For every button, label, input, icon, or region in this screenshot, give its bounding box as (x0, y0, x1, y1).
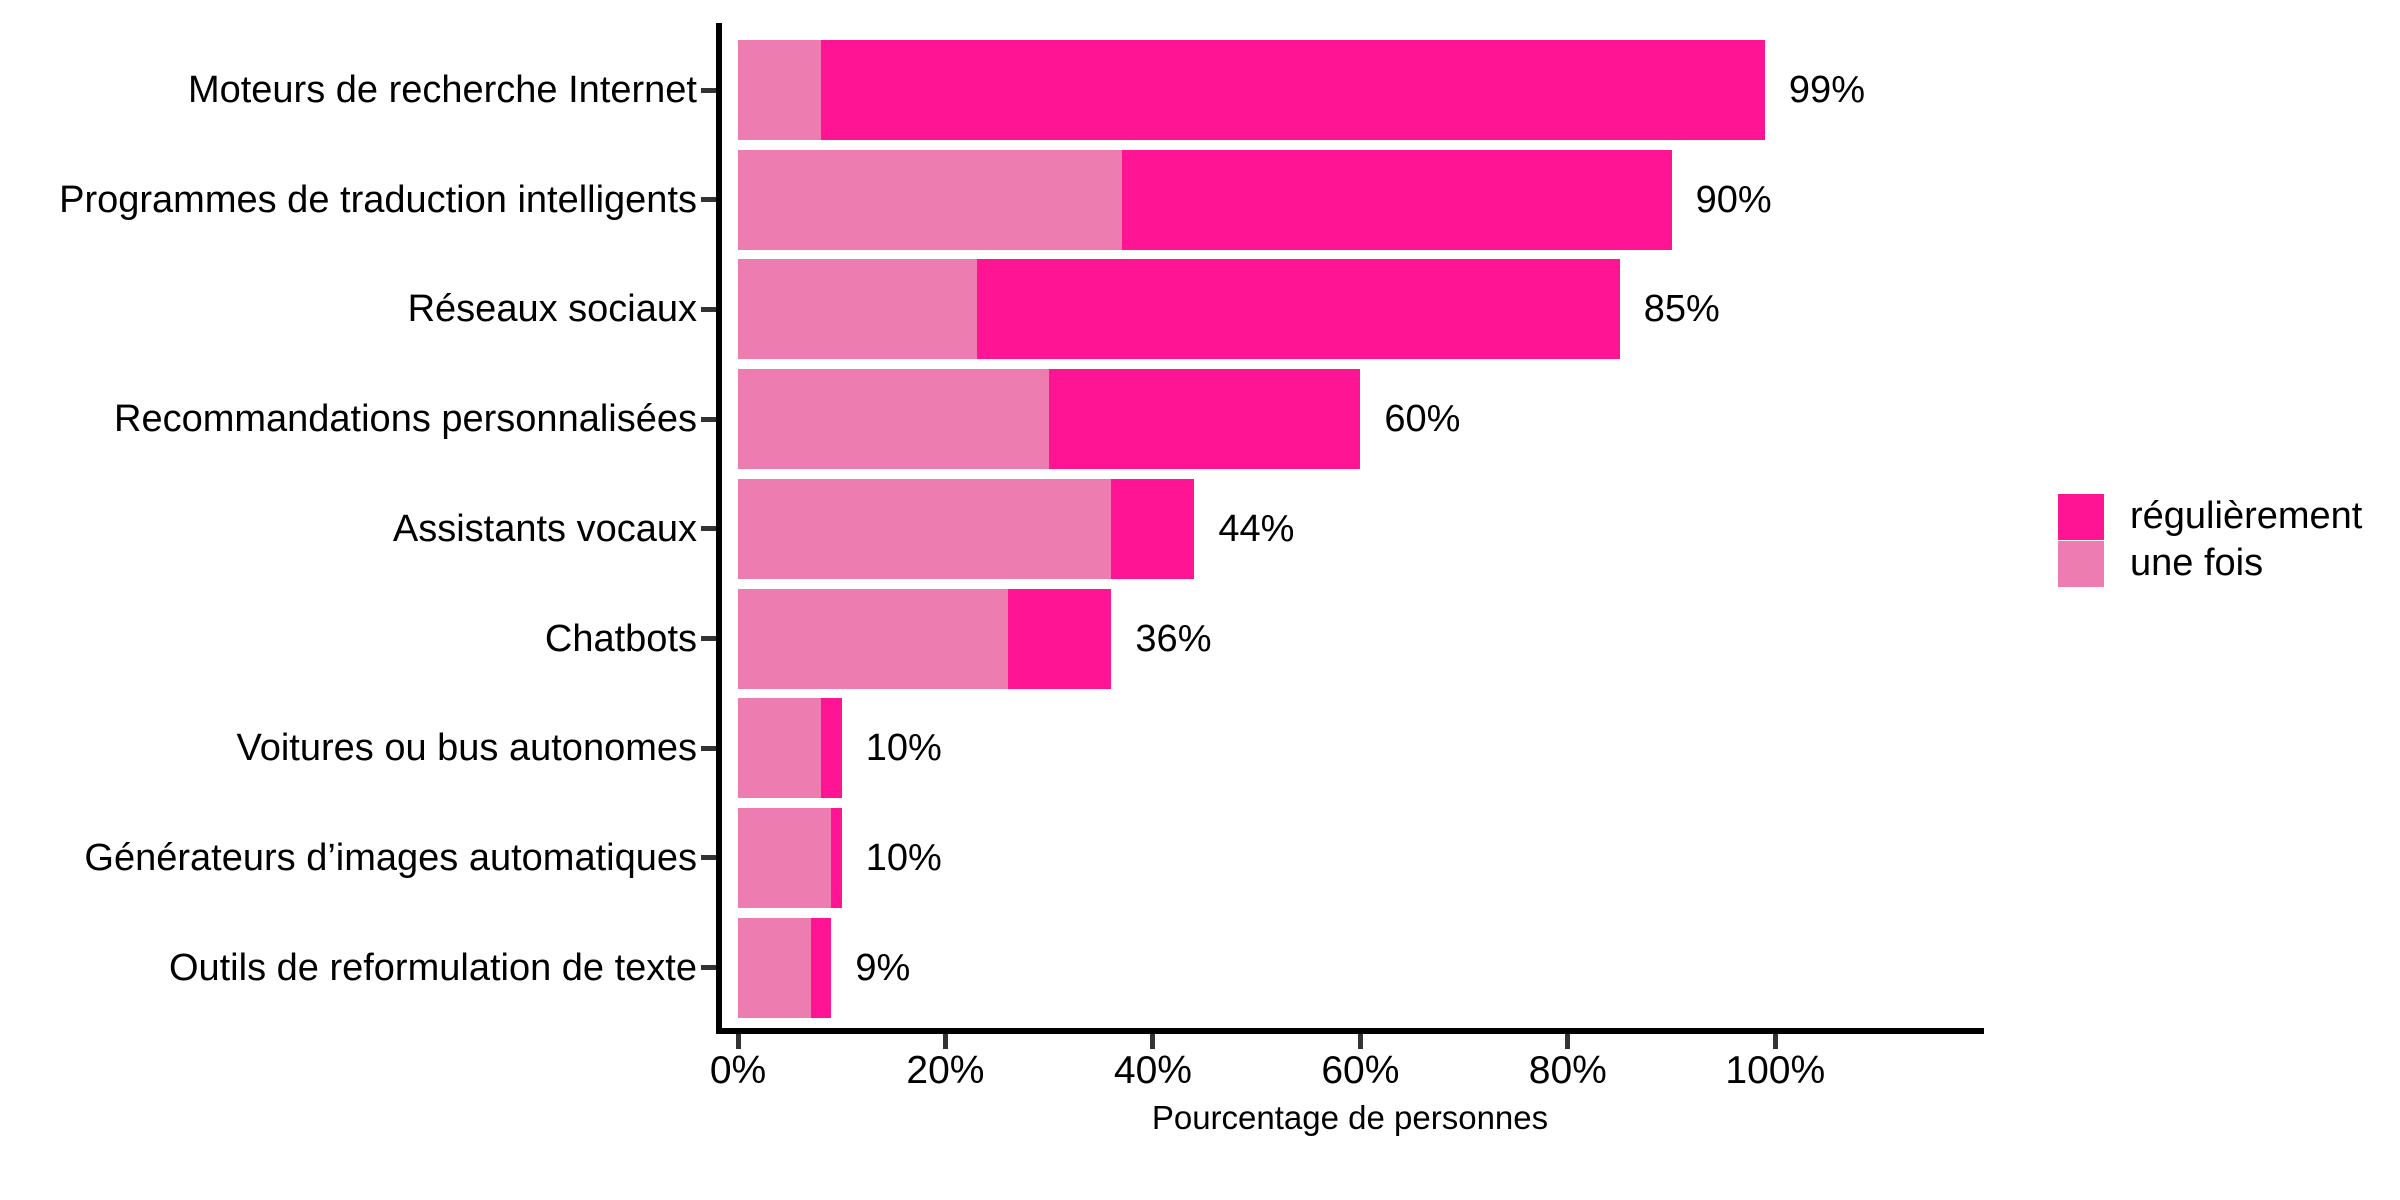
bar-segment-une-fois (738, 259, 977, 360)
bar-total-label: 9% (855, 946, 911, 989)
bar-segment-une-fois (738, 588, 1008, 689)
category-label: Programmes de traduction intelligents (59, 178, 697, 221)
bar-segment-regulierement (820, 40, 1765, 140)
category-label: Recommandations personnalisées (114, 398, 697, 441)
bar-segment-une-fois (738, 807, 832, 908)
bar-segment-regulierement (1111, 478, 1195, 579)
bar-segment-une-fois (738, 917, 811, 1018)
bar-total-label: 60% (1384, 398, 1461, 441)
bar-segment-une-fois (738, 40, 821, 140)
legend-item: régulièrement (2058, 493, 2362, 540)
category-label: Générateurs d’images automatiques (84, 836, 697, 879)
bar-segment-une-fois (738, 698, 821, 799)
x-tick (735, 1034, 741, 1049)
y-tick (701, 87, 716, 93)
x-tick (1357, 1034, 1363, 1049)
category-label: Voitures ou bus autonomes (236, 727, 697, 770)
bar-segment-une-fois (738, 478, 1112, 579)
bar-total-label: 10% (865, 836, 942, 879)
bar-total-label: 99% (1788, 69, 1865, 111)
x-tick-label: 60% (1321, 1049, 1400, 1092)
y-tick (701, 745, 716, 751)
bar-segment-regulierement (1007, 588, 1112, 689)
category-label: Réseaux sociaux (407, 288, 697, 331)
y-tick (701, 197, 716, 203)
bar-segment-une-fois (738, 369, 1050, 470)
y-tick (701, 636, 716, 641)
legend-item: une fois (2058, 540, 2362, 587)
x-tick (1150, 1034, 1156, 1049)
x-tick-label: 40% (1113, 1049, 1192, 1092)
legend: régulièrement une fois (2058, 493, 2362, 587)
x-tick-label: 100% (1725, 1049, 1826, 1092)
bar-segment-regulierement (831, 807, 842, 908)
y-tick (701, 965, 716, 971)
bar-total-label: 36% (1135, 617, 1212, 660)
x-tick (942, 1034, 948, 1049)
bar-total-label: 90% (1695, 178, 1772, 221)
bar-segment-regulierement (820, 698, 842, 799)
x-tick-label: 0% (709, 1049, 767, 1092)
x-axis-title: Pourcentage de personnes (1151, 1099, 1549, 1136)
bar-segment-regulierement (976, 259, 1620, 360)
x-tick-label: 80% (1528, 1049, 1607, 1092)
y-tick (701, 526, 716, 532)
x-tick-label: 20% (906, 1049, 985, 1092)
legend-swatch (2058, 493, 2104, 540)
category-label: Outils de reformulation de texte (168, 946, 697, 989)
bar-total-label: 85% (1643, 288, 1720, 331)
legend-swatch (2058, 540, 2104, 587)
x-tick (1772, 1034, 1778, 1049)
bar-segment-regulierement (810, 917, 832, 1018)
bar-segment-une-fois (738, 149, 1122, 250)
category-label: Chatbots (544, 617, 697, 660)
legend-label: une fois (2130, 542, 2264, 584)
legend-label: régulièrement (2130, 495, 2363, 537)
x-axis-line (716, 1028, 1984, 1034)
category-label: Moteurs de recherche Internet (187, 69, 697, 111)
bar-segment-regulierement (1121, 149, 1672, 250)
y-tick (701, 306, 716, 312)
bar-total-label: 44% (1218, 507, 1295, 550)
category-label: Assistants vocaux (392, 507, 697, 550)
y-tick (701, 855, 716, 861)
y-axis-line (716, 23, 722, 1034)
x-tick (1565, 1034, 1571, 1049)
bar-segment-regulierement (1049, 369, 1361, 470)
bar-total-label: 10% (865, 727, 942, 770)
y-tick (701, 416, 716, 422)
